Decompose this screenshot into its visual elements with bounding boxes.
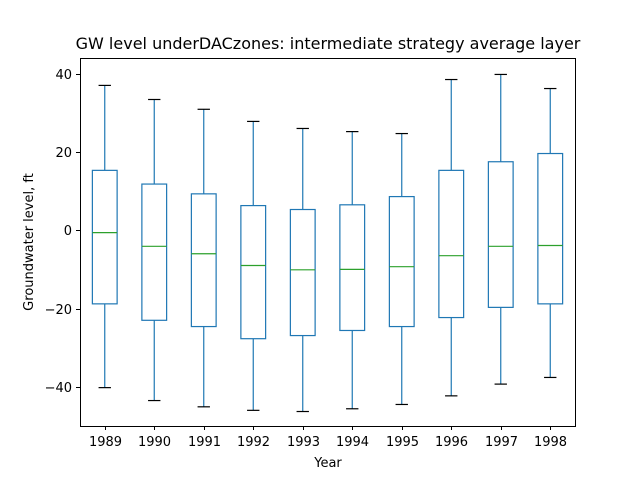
plot-frame	[80, 58, 576, 427]
x-tick-label: 1996	[435, 435, 468, 450]
box-body	[388, 195, 415, 328]
box-1989	[91, 84, 118, 389]
box-1992	[240, 120, 267, 411]
box-1998	[537, 87, 564, 379]
x-tick-label: 1992	[237, 435, 270, 450]
x-axis-label: Year	[313, 456, 342, 471]
y-tick-label: 40	[55, 68, 72, 83]
x-axis: 1989 1990 1991 1992 1993 1994 1995 1996 1997 1998	[89, 426, 567, 450]
chart-title: GW level underDACzones: intermediate str…	[76, 34, 581, 53]
box-1993	[289, 127, 316, 413]
x-tick-label: 1995	[386, 435, 419, 450]
box-body	[537, 152, 564, 305]
y-tick-label: 0	[64, 224, 72, 239]
box-1991	[190, 108, 217, 408]
box-1994	[339, 131, 366, 410]
box-1990	[141, 98, 168, 402]
x-tick-label: 1994	[336, 435, 369, 450]
box-1995	[388, 132, 415, 406]
x-tick-label: 1990	[138, 435, 171, 450]
box-1996	[438, 78, 465, 397]
y-tick-label: −20	[45, 303, 72, 318]
y-tick-label: 20	[55, 146, 72, 161]
x-tick-label: 1998	[534, 435, 567, 450]
box-body	[339, 204, 366, 332]
y-axis-label: Groundwater level, ft	[22, 173, 37, 311]
box-body	[141, 183, 168, 321]
plot-marks	[91, 73, 564, 413]
box-body	[289, 208, 316, 337]
x-tick-label: 1989	[89, 435, 122, 450]
box-body	[190, 193, 217, 328]
box-body	[438, 169, 465, 319]
x-tick-label: 1997	[485, 435, 518, 450]
box-body	[91, 169, 118, 305]
box-body	[240, 204, 267, 340]
x-tick-label: 1993	[287, 435, 320, 450]
box-body	[487, 161, 514, 308]
x-tick-label: 1991	[188, 435, 221, 450]
y-axis: −40 −20 0 20 40	[45, 68, 80, 396]
box-1997	[487, 73, 514, 385]
y-tick-label: −40	[45, 381, 72, 396]
